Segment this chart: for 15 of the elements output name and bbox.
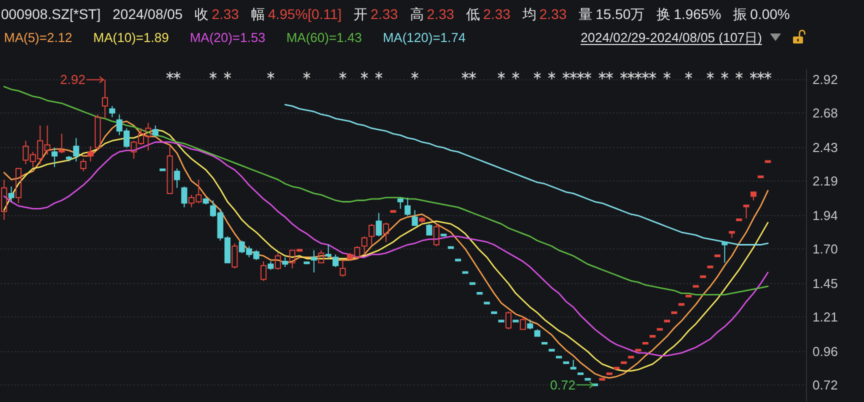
y-tick-label: 0.72: [812, 377, 838, 392]
y-tick-label: 1.45: [812, 276, 838, 292]
y-tick-label: 1.94: [812, 208, 838, 224]
y-tick-label: 2.92: [812, 72, 838, 88]
y-tick-label: 1.21: [812, 309, 838, 324]
y-tick-label: 2.19: [812, 173, 838, 188]
y-tick-label: 2.43: [812, 140, 838, 156]
y-tick-label: 2.68: [812, 105, 838, 120]
y-tick-label: 0.96: [812, 344, 838, 360]
y-tick-label: 1.70: [812, 241, 838, 256]
annotation: 2.92: [60, 72, 86, 88]
annotation: 0.72: [550, 377, 576, 392]
legend: MA(5)=2.12 MA(10)=1.89 MA(20)=1.53 MA(60)=1.43 MA(120)=1.74: [4, 30, 466, 45]
header: 000908.SZ[*ST] 2024/08/05 收 2.33 幅 4.95%[0.11] 开 2.33 高 2.33 低 2.33 均 2.33 量 15.50万 换 1.965% 振 0.00%: [1, 6, 790, 22]
date-range: 2024/02/29-2024/08/05 (107日): [580, 30, 762, 45]
